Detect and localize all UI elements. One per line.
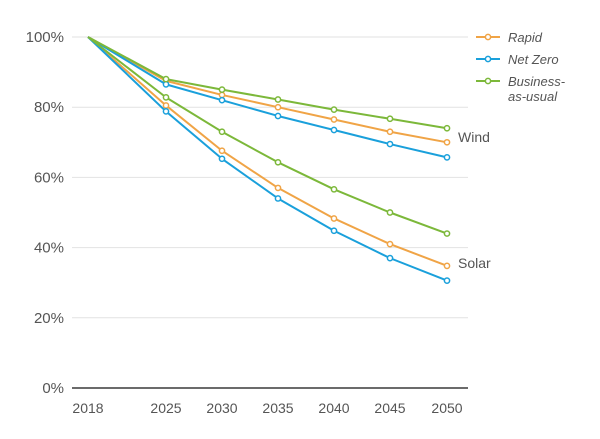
data-point	[218, 147, 226, 155]
data-point	[386, 240, 394, 248]
y-axis-tick-labels: 0% 20% 40% 60% 80% 100%	[26, 29, 64, 397]
data-point	[218, 128, 226, 136]
x-tick-label: 2030	[206, 400, 237, 416]
annotations: Wind Solar	[458, 129, 491, 271]
x-tick-label: 2025	[150, 400, 181, 416]
y-tick-label: 40%	[34, 240, 64, 257]
data-point	[386, 209, 394, 216]
x-tick-label: 2045	[374, 400, 405, 416]
data-point	[330, 215, 338, 222]
data-point	[443, 138, 451, 146]
gridlines	[72, 36, 468, 319]
legend-swatch-marker	[484, 77, 492, 85]
annotation-solar: Solar	[458, 255, 491, 271]
y-tick-label: 100%	[26, 29, 64, 46]
data-point	[330, 126, 338, 134]
legend: Rapid Net Zero Business-as-usual	[476, 30, 566, 104]
y-tick-label: 80%	[34, 99, 64, 116]
data-point	[386, 140, 394, 148]
data-point	[274, 195, 282, 202]
data-point	[162, 81, 170, 88]
y-tick-label: 60%	[34, 169, 64, 186]
data-point	[330, 106, 338, 114]
series-wind-business-as-usual	[87, 36, 451, 132]
series-solar-rapid	[87, 36, 451, 270]
data-point	[443, 230, 451, 237]
series-solar-net-zero	[87, 36, 451, 284]
data-point	[386, 128, 394, 136]
x-tick-label: 2035	[262, 400, 293, 416]
x-tick-label: 2040	[318, 400, 349, 416]
legend-item: Rapid	[476, 30, 543, 45]
data-point	[274, 158, 282, 166]
data-point	[274, 112, 282, 120]
data-point	[162, 102, 170, 109]
data-point	[162, 108, 170, 115]
data-point	[162, 75, 170, 83]
data-point	[443, 277, 451, 284]
legend-label: Business-as-usual	[508, 74, 566, 104]
data-point	[218, 86, 226, 94]
x-tick-label: 2018	[72, 400, 103, 416]
data-point	[330, 185, 338, 193]
data-point	[218, 96, 226, 104]
data-point	[386, 115, 394, 123]
data-point	[274, 184, 282, 192]
data-point	[386, 254, 394, 262]
annotation-wind: Wind	[458, 129, 490, 145]
y-tick-label: 20%	[34, 310, 64, 327]
data-point	[274, 103, 282, 111]
y-tick-label: 0%	[42, 380, 64, 397]
legend-swatch-marker	[484, 33, 492, 41]
series-solar-business-as-usual	[87, 36, 451, 237]
legend-item: Net Zero	[476, 52, 559, 67]
legend-swatch-marker	[484, 55, 492, 63]
series-lines	[87, 36, 451, 284]
data-point	[218, 91, 226, 99]
data-point	[443, 154, 451, 161]
data-point	[218, 155, 226, 163]
x-tick-label: 2050	[431, 400, 462, 416]
data-point	[162, 94, 170, 101]
data-point	[330, 227, 338, 235]
series-line	[87, 36, 448, 130]
series-wind-rapid	[87, 36, 451, 146]
legend-label: Net Zero	[508, 52, 559, 67]
data-point	[330, 116, 338, 123]
legend-item: Business-as-usual	[476, 74, 566, 104]
data-point	[443, 262, 451, 270]
data-point	[274, 96, 282, 103]
legend-label: Rapid	[508, 30, 543, 45]
series-line	[87, 36, 448, 267]
data-point	[443, 124, 451, 132]
x-axis-tick-labels: 2018 2025 2030 2035 2040 2045 2050	[72, 400, 462, 416]
